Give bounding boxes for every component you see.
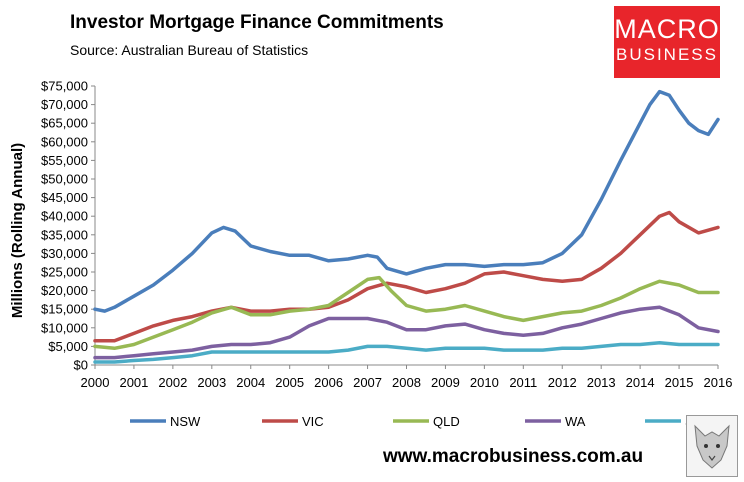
wolf-emblem-icon <box>686 415 738 477</box>
y-axis-label: Millions (Rolling Annual) <box>9 143 26 318</box>
y-tick-label: $75,000 <box>41 79 88 94</box>
x-tick-label: 2002 <box>158 375 187 390</box>
y-tick-label: $5,000 <box>48 339 88 354</box>
logo-line-1: MACRO <box>614 14 720 44</box>
chart-source: Source: Australian Bureau of Statistics <box>70 42 309 58</box>
y-tick-label: $40,000 <box>41 209 88 224</box>
y-tick-label: $45,000 <box>41 190 88 205</box>
x-tick-label: 2012 <box>548 375 577 390</box>
y-tick-label: $25,000 <box>41 265 88 280</box>
series-line-qld <box>93 275 720 351</box>
legend-label-vic: VIC <box>302 414 324 429</box>
x-tick-label: 2005 <box>275 375 304 390</box>
y-tick-label: $50,000 <box>41 172 88 187</box>
x-tick-label: 2015 <box>665 375 694 390</box>
legend-label-qld: QLD <box>433 414 460 429</box>
series-line-vic <box>93 210 720 343</box>
series-line-nsw <box>93 89 720 313</box>
x-tick-label: 2016 <box>704 375 733 390</box>
x-tick-label: 2014 <box>626 375 655 390</box>
y-tick-label: $15,000 <box>41 302 88 317</box>
website-url[interactable]: www.macrobusiness.com.au <box>383 446 644 467</box>
y-tick-label: $55,000 <box>41 153 88 168</box>
x-tick-label: 2004 <box>236 375 265 390</box>
y-tick-label: $35,000 <box>41 227 88 242</box>
x-tick-label: 2001 <box>119 375 148 390</box>
chart-axes: $0 $5,000 $10,000 $15,000 $20,000 $25,000 $30,… <box>9 79 732 391</box>
y-tick-label: $70,000 <box>41 97 88 112</box>
y-tick-label: $30,000 <box>41 246 88 261</box>
x-tick-label: 2008 <box>392 375 421 390</box>
y-tick-label: $0 <box>74 358 88 373</box>
macrobusiness-logo: MACRO BUSINESS <box>614 6 720 78</box>
series-line-wa <box>93 305 720 360</box>
x-tick-label: 2006 <box>314 375 343 390</box>
x-tick-label: 2010 <box>470 375 499 390</box>
x-tick-label: 2013 <box>587 375 616 390</box>
x-tick-label: 2011 <box>509 375 537 390</box>
y-tick-label: $20,000 <box>41 283 88 298</box>
y-tick-label: $65,000 <box>41 116 88 131</box>
logo-line-2: BUSINESS <box>616 45 718 64</box>
chart-title: Investor Mortgage Finance Commitments <box>70 12 444 33</box>
series-line-sa <box>93 340 720 364</box>
x-tick-label: 2000 <box>81 375 110 390</box>
y-tick-label: $60,000 <box>41 134 88 149</box>
x-tick-label: 2009 <box>431 375 460 390</box>
chart-legend: NSWVICQLDWASA <box>130 414 703 429</box>
x-tick-label: 2007 <box>353 375 382 390</box>
chart-series <box>93 89 720 364</box>
legend-label-wa: WA <box>565 414 586 429</box>
y-tick-label: $10,000 <box>41 320 88 335</box>
x-tick-label: 2003 <box>197 375 226 390</box>
legend-label-nsw: NSW <box>170 414 201 429</box>
